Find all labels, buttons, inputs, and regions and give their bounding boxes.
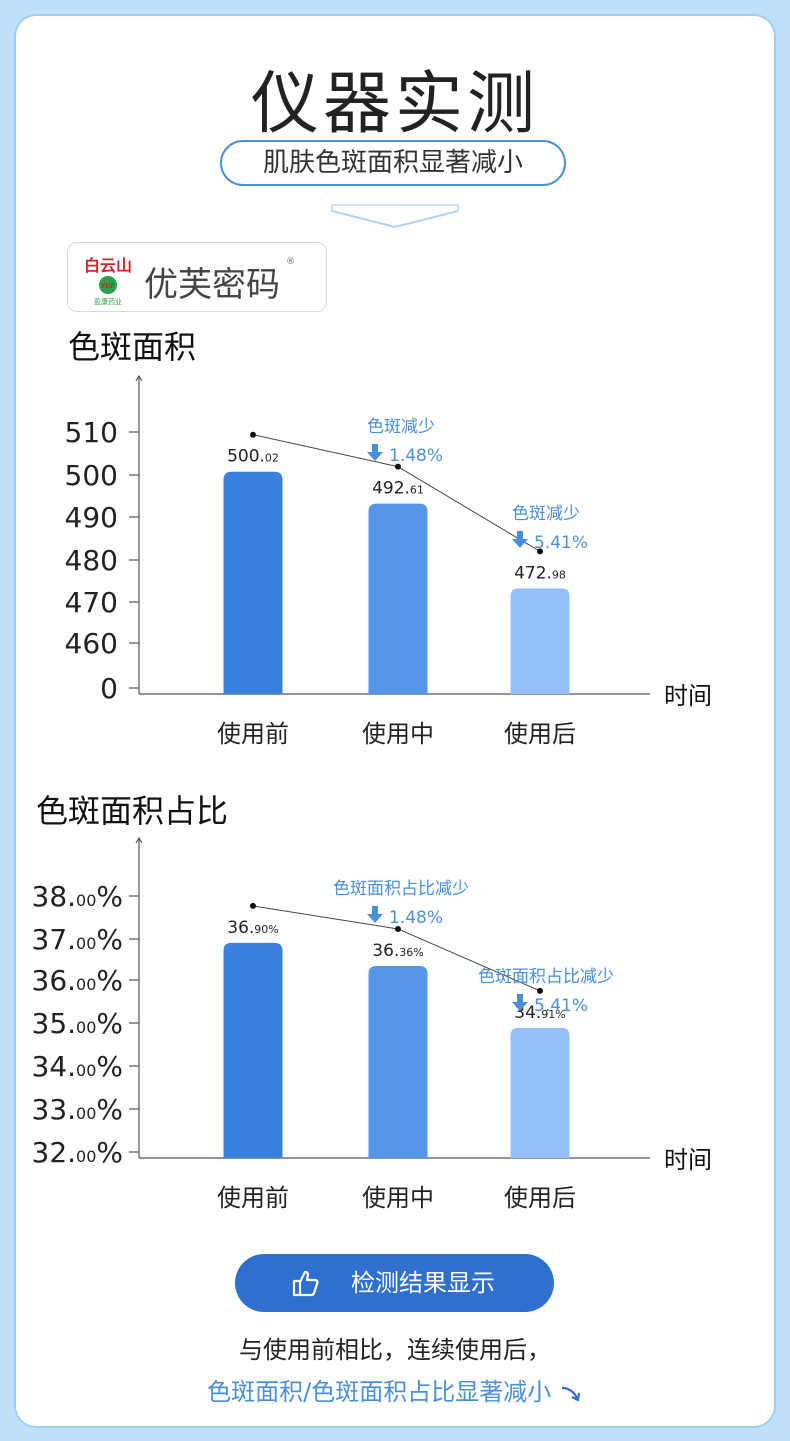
- y-tick-label: 34.00%: [32, 1050, 124, 1083]
- chart1-title: 色斑面积: [68, 328, 197, 366]
- y-axis-arrow: [135, 374, 143, 382]
- annotation-text: 色斑面积占比减少: [333, 879, 469, 899]
- x-tick-label: 使用后: [504, 720, 576, 748]
- annotation-change: 5.41%: [534, 533, 588, 553]
- bar-value-label: 500.02: [227, 447, 279, 467]
- trend-point: [250, 902, 256, 909]
- bar: [223, 942, 283, 1158]
- down-arrow-icon: [367, 906, 383, 923]
- thumbs-up-icon: [292, 1270, 319, 1297]
- trend-point: [537, 987, 543, 994]
- y-axis-arrow: [135, 836, 143, 844]
- y-tick-label: 32.00%: [32, 1136, 124, 1169]
- x-axis-label: 时间: [664, 1146, 712, 1174]
- y-tick-label: 460: [65, 627, 118, 660]
- x-tick-label: 使用前: [217, 1184, 289, 1212]
- bar: [368, 965, 428, 1158]
- x-tick-label: 使用中: [362, 720, 434, 748]
- brand-badge: 白云山 YKP 盈康药业 优芙密码 ®: [67, 242, 327, 312]
- down-arrow-icon: [512, 531, 528, 548]
- annotation-change: 5.41%: [534, 996, 588, 1016]
- results-button-label: 检测结果显示: [351, 1269, 495, 1297]
- subtitle-pill: 肌肤色斑面积显著减小: [220, 140, 566, 186]
- bar: [223, 471, 283, 694]
- y-tick-label: 35.00%: [32, 1007, 124, 1040]
- y-tick-label: 490: [65, 501, 118, 534]
- x-tick-label: 使用前: [217, 720, 289, 748]
- y-tick-label: 0: [100, 672, 118, 705]
- registered-mark: ®: [286, 257, 295, 267]
- trend-point: [395, 463, 401, 470]
- bar-value-label: 492.61: [372, 479, 424, 499]
- curved-arrow-icon: [561, 1386, 580, 1402]
- x-tick-label: 使用中: [362, 1184, 434, 1212]
- y-tick-label: 500: [65, 459, 118, 492]
- chart-area-size: 时间 510 500 490 480 470 460 0 500.02 使用前 492.61 使用中 4…: [65, 374, 712, 748]
- summary-line-2-text: 色斑面积/色斑面积占比显著减小: [207, 1378, 552, 1406]
- chevron-down-icon: [331, 204, 459, 229]
- annotation-text: 色斑减少: [512, 504, 580, 524]
- y-tick-label: 480: [65, 544, 118, 577]
- down-arrow-icon: [512, 994, 528, 1011]
- summary-line-1: 与使用前相比，连续使用后，: [239, 1336, 551, 1364]
- annotation-change: 1.48%: [389, 908, 443, 928]
- bar: [510, 1027, 570, 1158]
- brand-logo-letters: YKP: [101, 283, 116, 290]
- y-tick-label: 33.00%: [32, 1093, 124, 1126]
- down-arrow-icon: [367, 444, 383, 461]
- annotation-change: 1.48%: [389, 446, 443, 466]
- bar: [368, 503, 428, 694]
- results-button[interactable]: 检测结果显示: [235, 1254, 554, 1312]
- x-axis-label: 时间: [664, 682, 712, 710]
- y-tick-label: 38.00%: [32, 880, 124, 913]
- chart2-title: 色斑面积占比: [36, 792, 229, 830]
- y-tick-label: 37.00%: [32, 923, 124, 956]
- brand-name: 优芙密码: [144, 265, 280, 305]
- y-tick-label: 36.00%: [32, 964, 124, 997]
- brand-logo: 白云山 YKP 盈康药业: [84, 256, 132, 306]
- trend-point: [537, 548, 543, 555]
- bar-value-label: 472.98: [514, 563, 566, 583]
- bar: [510, 588, 570, 694]
- page-title: 仪器实测: [250, 65, 539, 144]
- summary-line-2: 色斑面积/色斑面积占比显著减小: [0, 1372, 790, 1407]
- annotation-text: 色斑减少: [367, 417, 435, 437]
- bar-value-label: 36.90%: [227, 918, 279, 938]
- x-tick-label: 使用后: [504, 1184, 576, 1212]
- annotation-text: 色斑面积占比减少: [478, 967, 614, 987]
- trend-point: [395, 925, 401, 932]
- y-tick-label: 470: [65, 586, 118, 619]
- bar-value-label: 36.36%: [372, 941, 424, 961]
- brand-logo-sub: 盈康药业: [94, 297, 122, 306]
- brand-logo-text: 白云山: [84, 256, 132, 275]
- trend-point: [250, 431, 256, 438]
- chart-area-ratio: 时间 38.00% 37.00% 36.00% 35.00% 34.00% 33.00% 32…: [32, 836, 712, 1212]
- y-tick-label: 510: [65, 416, 118, 449]
